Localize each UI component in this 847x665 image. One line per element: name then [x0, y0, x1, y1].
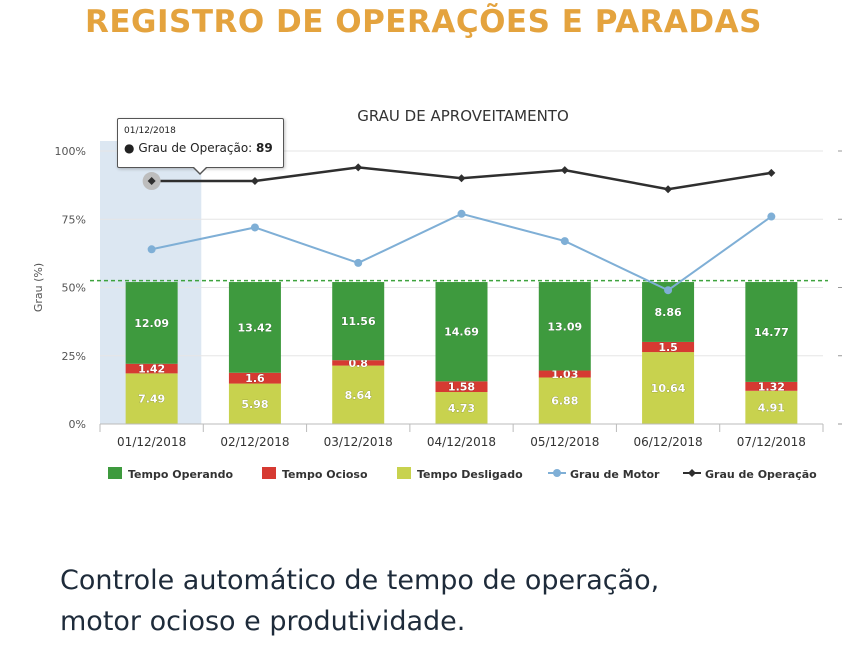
bar-operando	[332, 282, 385, 361]
bar-ocioso	[228, 372, 281, 384]
tooltip-value: 89	[256, 141, 273, 155]
grau-aproveitamento-chart: 0% 25% 50% 75% 100% Grau (%) GRAU DE APROVEITA…	[32, 107, 842, 481]
point-operacao	[767, 168, 776, 177]
x-tick-label: 03/12/2018	[324, 435, 393, 449]
bar-label-operando: 13.09	[547, 320, 582, 333]
legend-label: Tempo Operando	[128, 468, 233, 481]
bar-label-desligado: 4.91	[758, 401, 785, 414]
bar-operando	[435, 282, 488, 382]
bar-label-desligado: 4.73	[448, 402, 475, 415]
bar-label-operando: 12.09	[134, 317, 169, 330]
chart-container: 0% 25% 50% 75% 100% Grau (%) GRAU DE APROVEITA…	[0, 95, 847, 495]
bar-desligado	[332, 365, 385, 424]
chart-title: GRAU DE APROVEITAMENTO	[357, 107, 569, 125]
tooltip-bullet-icon: ●	[124, 141, 135, 155]
legend-swatch	[108, 467, 122, 479]
bar-desligado	[538, 377, 591, 424]
point-motor	[354, 258, 363, 267]
bar-ocioso	[745, 381, 798, 391]
legend-label: Grau de Operação	[705, 468, 817, 481]
bar-operando	[228, 282, 281, 373]
point-operacao	[250, 177, 259, 186]
tooltip-row: ● Grau de Operação: 89	[124, 141, 273, 155]
bar-label-operando: 13.42	[238, 321, 273, 334]
y-tick-label: 0%	[69, 418, 86, 431]
x-tick-label: 06/12/2018	[633, 435, 702, 449]
y-tick-label: 25%	[62, 350, 86, 363]
bar-ocioso	[435, 381, 488, 393]
x-tick-label: 05/12/2018	[530, 435, 599, 449]
bar-label-ocioso: 1.5	[658, 341, 678, 354]
headline: REGISTRO DE OPERAÇÕES E PARADAS	[85, 4, 762, 40]
point-motor	[250, 223, 259, 232]
bar-operando	[538, 282, 591, 371]
legend-swatch	[262, 467, 276, 479]
bar-label-ocioso: 1.42	[138, 363, 165, 376]
bar-operando	[745, 282, 798, 382]
bar-label-operando: 14.77	[754, 326, 789, 339]
bar-desligado	[642, 352, 695, 424]
point-operacao	[664, 185, 673, 194]
bar-ocioso	[538, 370, 591, 378]
x-tick-label: 04/12/2018	[427, 435, 496, 449]
legend-marker	[553, 469, 561, 477]
subheadline: Controle automático de tempo de operação…	[60, 560, 840, 642]
legend-swatch	[397, 467, 411, 479]
point-operacao	[147, 177, 156, 186]
subheadline-line-2: motor ocioso e produtividade.	[60, 606, 466, 637]
bar-label-ocioso: 1.6	[245, 372, 265, 385]
legend-marker	[688, 469, 696, 477]
bar-label-desligado: 10.64	[651, 382, 686, 395]
bar-label-desligado: 5.98	[241, 398, 268, 411]
x-tick-label: 07/12/2018	[737, 435, 806, 449]
bar-label-desligado: 8.64	[345, 389, 372, 402]
bar-desligado	[435, 392, 488, 424]
y-tick-label: 75%	[62, 213, 86, 226]
line-motor	[151, 212, 772, 292]
point-motor	[560, 237, 569, 246]
bar-desligado	[745, 390, 798, 424]
point-operacao	[457, 174, 466, 183]
bar-label-operando: 8.86	[655, 306, 682, 319]
bar-desligado	[228, 383, 281, 424]
legend-label: Grau de Motor	[570, 468, 660, 481]
y-tick-label: 100%	[55, 145, 86, 158]
chart-tooltip: 01/12/2018 ● Grau de Operação: 89	[117, 118, 284, 175]
point-operacao	[560, 166, 569, 175]
y-tick-label: 50%	[62, 282, 86, 295]
bar-desligado	[125, 373, 178, 424]
bar-ocioso	[642, 341, 695, 353]
bar-label-ocioso: 1.32	[758, 380, 785, 393]
x-tick-label: 02/12/2018	[220, 435, 289, 449]
tooltip-series-label: Grau de Operação:	[138, 141, 253, 155]
subheadline-line-1: Controle automático de tempo de operação…	[60, 565, 660, 596]
bar-label-operando: 11.56	[341, 315, 376, 328]
tooltip-arrow-inner	[193, 166, 207, 173]
bar-label-desligado: 6.88	[551, 395, 578, 408]
legend-label: Tempo Ocioso	[282, 468, 368, 481]
point-motor	[664, 286, 673, 295]
bar-label-operando: 14.69	[444, 326, 479, 339]
bar-operando	[125, 282, 178, 364]
bar-ocioso	[332, 360, 385, 366]
tooltip-date: 01/12/2018	[124, 126, 176, 136]
bar-label-desligado: 7.49	[138, 393, 165, 406]
point-motor	[147, 245, 156, 254]
point-operacao	[354, 163, 363, 172]
bar-label-ocioso: 1.03	[551, 368, 578, 381]
bar-ocioso	[125, 363, 178, 374]
bar-label-ocioso: 1.58	[448, 381, 475, 394]
legend-label: Tempo Desligado	[417, 468, 523, 481]
y-axis-label: Grau (%)	[32, 263, 45, 312]
point-motor	[767, 212, 776, 221]
x-tick-label: 01/12/2018	[117, 435, 186, 449]
point-motor	[457, 209, 466, 218]
